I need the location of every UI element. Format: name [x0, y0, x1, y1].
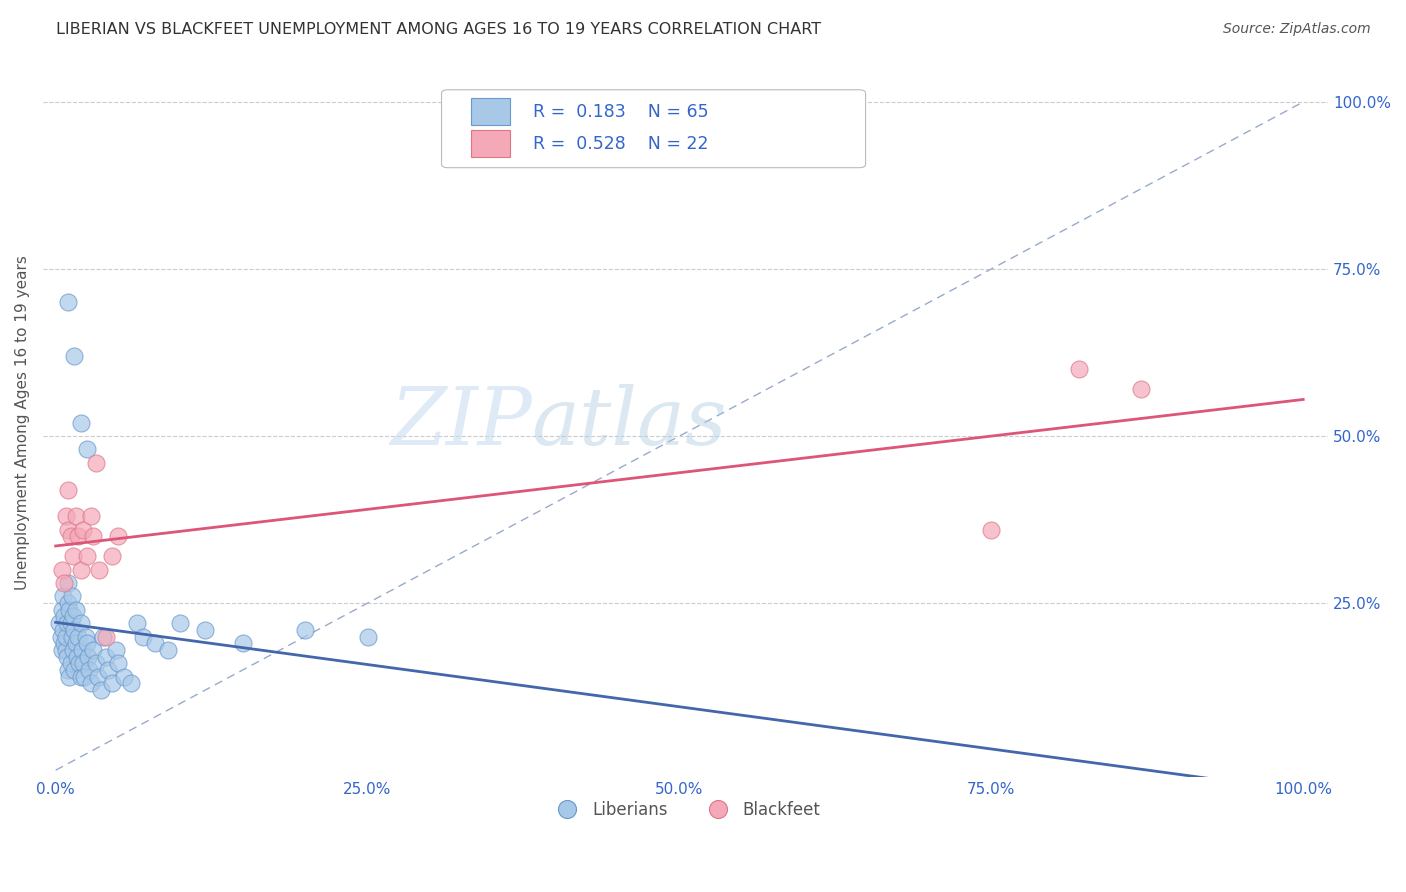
Point: [56, 576, 79, 591]
Point: [980, 523, 1002, 537]
Point: [101, 676, 124, 690]
Point: [75, 630, 97, 644]
Point: [65, 509, 87, 524]
Point: [63, 349, 86, 363]
Legend: Liberians, Blackfeet: Liberians, Blackfeet: [544, 794, 827, 825]
Point: [58, 670, 80, 684]
Point: [56, 596, 79, 610]
Point: [53, 636, 76, 650]
Point: [132, 630, 155, 644]
Y-axis label: Unemployment Among Ages 16 to 19 years: Unemployment Among Ages 16 to 19 years: [15, 255, 30, 591]
Text: atlas: atlas: [531, 384, 727, 461]
Point: [77, 649, 100, 664]
Point: [82, 529, 104, 543]
Point: [63, 663, 86, 677]
Point: [89, 563, 111, 577]
Point: [59, 616, 82, 631]
Point: [1067, 362, 1090, 376]
Point: [53, 609, 76, 624]
Text: R =  0.183    N = 65: R = 0.183 N = 65: [533, 103, 709, 120]
Point: [232, 636, 254, 650]
Point: [56, 663, 79, 677]
Point: [63, 623, 86, 637]
Point: [112, 670, 135, 684]
Point: [101, 549, 124, 564]
Point: [55, 643, 77, 657]
Point: [59, 529, 82, 543]
Point: [169, 616, 191, 631]
Point: [97, 663, 120, 677]
Point: [194, 623, 217, 637]
Point: [67, 657, 90, 671]
Text: R =  0.528    N = 22: R = 0.528 N = 22: [533, 135, 709, 153]
Point: [62, 549, 84, 564]
Point: [107, 529, 129, 543]
Point: [79, 509, 101, 524]
Point: [94, 630, 117, 644]
Point: [69, 670, 91, 684]
Point: [56, 295, 79, 310]
Text: Source: ZipAtlas.com: Source: ZipAtlas.com: [1223, 22, 1371, 37]
Point: [104, 643, 127, 657]
Point: [72, 657, 94, 671]
Point: [120, 676, 142, 690]
Point: [49, 630, 72, 644]
Point: [67, 529, 90, 543]
Point: [1130, 382, 1153, 396]
Point: [69, 416, 91, 430]
Point: [94, 649, 117, 664]
Point: [82, 643, 104, 657]
Point: [65, 636, 87, 650]
Point: [52, 590, 75, 604]
Point: [59, 657, 82, 671]
Point: [84, 657, 107, 671]
Point: [53, 576, 76, 591]
Point: [356, 630, 378, 644]
Point: [56, 616, 79, 631]
Point: [79, 663, 101, 677]
Point: [84, 456, 107, 470]
Point: [56, 483, 79, 497]
Point: [60, 630, 83, 644]
Point: [91, 630, 114, 644]
Point: [79, 676, 101, 690]
Point: [58, 603, 80, 617]
Point: [145, 636, 167, 650]
Point: [125, 616, 148, 631]
Point: [56, 523, 79, 537]
Point: [56, 649, 79, 664]
Point: [51, 563, 73, 577]
Point: [67, 630, 90, 644]
Point: [48, 616, 70, 631]
FancyBboxPatch shape: [471, 98, 509, 125]
Point: [156, 643, 179, 657]
Point: [65, 603, 87, 617]
Point: [51, 643, 73, 657]
Point: [76, 549, 98, 564]
Point: [62, 609, 84, 624]
Point: [87, 670, 110, 684]
Point: [70, 643, 93, 657]
FancyBboxPatch shape: [471, 130, 509, 157]
Point: [51, 603, 73, 617]
Point: [55, 509, 77, 524]
Point: [76, 636, 98, 650]
Point: [72, 523, 94, 537]
Point: [55, 630, 77, 644]
Point: [107, 657, 129, 671]
Point: [90, 683, 112, 698]
Point: [73, 670, 96, 684]
Text: ZIP: ZIP: [389, 384, 531, 461]
Point: [66, 649, 89, 664]
Point: [69, 563, 91, 577]
Point: [52, 623, 75, 637]
Point: [76, 442, 98, 457]
Point: [294, 623, 316, 637]
Point: [60, 590, 83, 604]
FancyBboxPatch shape: [441, 90, 866, 168]
Point: [62, 643, 84, 657]
Text: LIBERIAN VS BLACKFEET UNEMPLOYMENT AMONG AGES 16 TO 19 YEARS CORRELATION CHART: LIBERIAN VS BLACKFEET UNEMPLOYMENT AMONG…: [56, 22, 821, 37]
Point: [69, 616, 91, 631]
